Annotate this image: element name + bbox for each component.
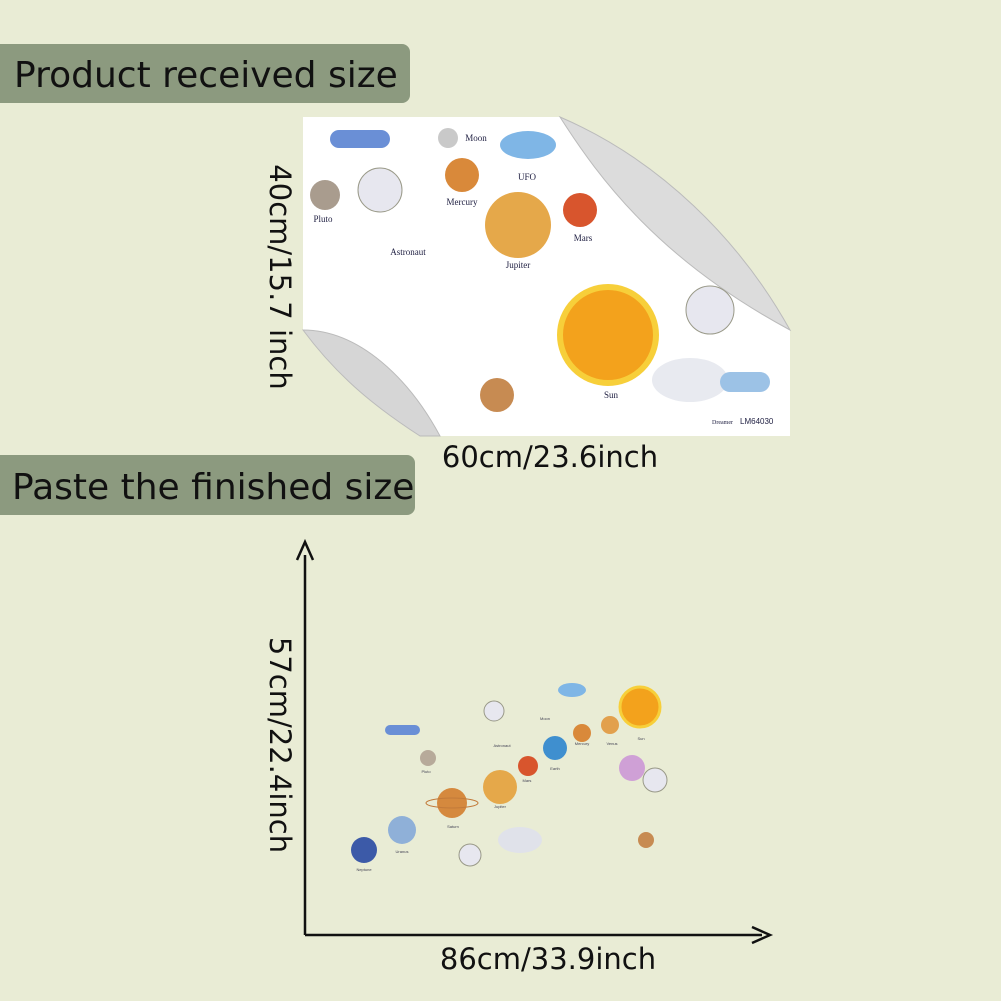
planet — [619, 755, 645, 781]
rocket — [330, 130, 390, 148]
arrow — [295, 538, 315, 561]
width-label: 60cm/23.6inch — [442, 440, 658, 474]
astronaut — [685, 285, 735, 335]
peel — [558, 115, 792, 332]
rocket — [720, 372, 770, 392]
sticker-label: Mercury — [447, 197, 478, 207]
code: LM64030 — [740, 417, 774, 426]
sticker-label: Mercury — [575, 741, 589, 746]
planet — [601, 716, 619, 734]
sticker-label: Venus — [606, 741, 617, 746]
brand: Dreamer — [712, 420, 733, 426]
peel-bg — [303, 330, 420, 436]
finished-decals — [351, 683, 668, 867]
sun — [618, 685, 662, 729]
planet — [438, 128, 458, 148]
astronaut — [483, 700, 505, 722]
sticker-sheet — [302, 115, 792, 437]
ring — [425, 797, 479, 809]
ufo — [558, 683, 586, 697]
cloud — [652, 358, 728, 402]
height-label: 57cm/22.4inch — [263, 637, 297, 853]
peel-bg — [560, 117, 790, 330]
peel — [302, 329, 441, 437]
planet — [573, 724, 591, 742]
banner — [0, 455, 415, 515]
planet — [638, 832, 654, 848]
sticker-label: Jupiter — [506, 260, 531, 270]
height-label: 40cm/15.7 inch — [263, 164, 297, 389]
sticker-label: Uranus — [396, 849, 409, 854]
axes — [295, 538, 774, 945]
sticker-label: Astronaut — [493, 743, 511, 748]
sticker-label: Saturn — [447, 824, 459, 829]
planet — [518, 756, 538, 776]
planet — [351, 837, 377, 863]
planet — [388, 816, 416, 844]
arrow — [751, 925, 774, 945]
sticker-label: Jupiter — [494, 804, 507, 809]
width-label: 86cm/33.9inch — [440, 942, 656, 976]
astronaut — [458, 843, 482, 867]
cloud — [498, 827, 542, 853]
sticker-label: Pluto — [421, 769, 431, 774]
planet — [437, 788, 467, 818]
astronaut — [357, 167, 403, 213]
sun — [557, 284, 659, 386]
rocket — [385, 725, 420, 735]
sticker-label: Mars — [574, 233, 593, 243]
planet — [563, 193, 597, 227]
planet — [445, 158, 479, 192]
planet — [543, 736, 567, 760]
banner-title: Product received size — [14, 55, 398, 96]
sticker-label: Earth — [550, 766, 560, 771]
planet — [310, 180, 340, 210]
sticker-label: UFO — [518, 172, 537, 182]
ufo — [500, 131, 556, 159]
sticker-label: Sun — [637, 736, 644, 741]
banner-title: Paste the finished size — [12, 467, 414, 508]
planet — [480, 378, 514, 412]
sticker-label: Astronaut — [390, 247, 426, 257]
sticker-label: Neptune — [356, 867, 372, 872]
sticker-label: Moon — [465, 133, 487, 143]
planet — [485, 192, 551, 258]
sticker-label: Moon — [540, 716, 550, 721]
planet — [420, 750, 436, 766]
astronaut — [642, 767, 668, 793]
sticker-label: Pluto — [313, 214, 333, 224]
banner — [0, 44, 410, 103]
sticker-label: Sun — [604, 390, 619, 400]
planet — [483, 770, 517, 804]
sticker-label: Mars — [523, 778, 532, 783]
